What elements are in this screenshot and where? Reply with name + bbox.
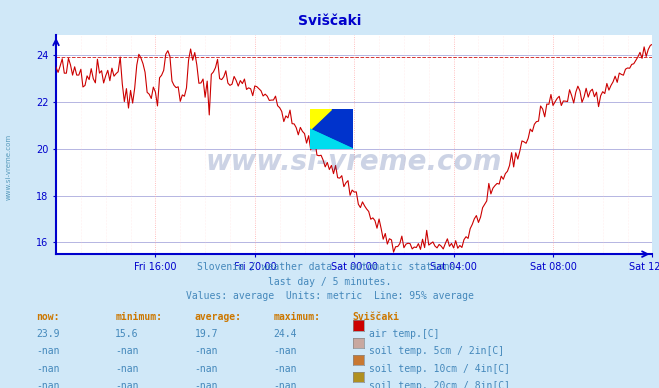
Text: average:: average: [194, 312, 241, 322]
Text: 19.7: 19.7 [194, 329, 218, 340]
Text: soil temp. 20cm / 8in[C]: soil temp. 20cm / 8in[C] [369, 381, 510, 388]
Text: soil temp. 5cm / 2in[C]: soil temp. 5cm / 2in[C] [369, 346, 504, 357]
Text: Values: average  Units: metric  Line: 95% average: Values: average Units: metric Line: 95% … [186, 291, 473, 301]
Text: -nan: -nan [194, 364, 218, 374]
Text: last day / 5 minutes.: last day / 5 minutes. [268, 277, 391, 287]
Text: 24.4: 24.4 [273, 329, 297, 340]
Text: -nan: -nan [115, 346, 139, 357]
Polygon shape [310, 109, 331, 129]
Text: soil temp. 10cm / 4in[C]: soil temp. 10cm / 4in[C] [369, 364, 510, 374]
Text: Sviščaki: Sviščaki [298, 14, 361, 28]
Text: www.si-vreme.com: www.si-vreme.com [206, 148, 502, 176]
Text: -nan: -nan [36, 381, 60, 388]
Text: -nan: -nan [115, 381, 139, 388]
Polygon shape [310, 109, 353, 149]
Text: -nan: -nan [115, 364, 139, 374]
Text: -nan: -nan [273, 381, 297, 388]
Text: 15.6: 15.6 [115, 329, 139, 340]
Text: -nan: -nan [36, 364, 60, 374]
Text: -nan: -nan [194, 346, 218, 357]
Polygon shape [310, 129, 353, 149]
Text: minimum:: minimum: [115, 312, 162, 322]
Polygon shape [310, 109, 353, 149]
Text: -nan: -nan [273, 364, 297, 374]
Text: -nan: -nan [36, 346, 60, 357]
Text: maximum:: maximum: [273, 312, 320, 322]
Text: Slovenia / weather data - automatic stations.: Slovenia / weather data - automatic stat… [197, 262, 462, 272]
Text: -nan: -nan [194, 381, 218, 388]
Polygon shape [310, 129, 353, 149]
Text: now:: now: [36, 312, 60, 322]
Text: -nan: -nan [273, 346, 297, 357]
Text: 23.9: 23.9 [36, 329, 60, 340]
Text: www.si-vreme.com: www.si-vreme.com [5, 134, 11, 200]
Text: Sviščaki: Sviščaki [353, 312, 399, 322]
Text: air temp.[C]: air temp.[C] [369, 329, 440, 340]
